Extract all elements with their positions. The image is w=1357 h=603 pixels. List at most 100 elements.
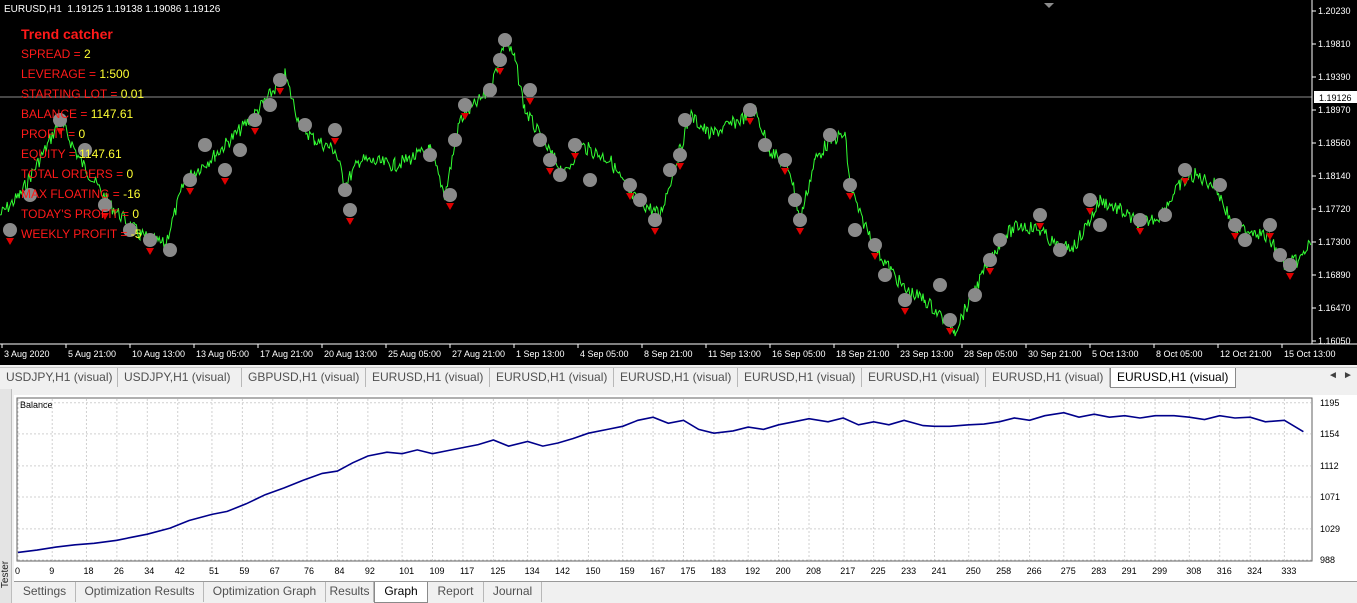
price-series-line <box>0 37 1312 337</box>
chart-tab[interactable]: USDJPY,H1 (visual) <box>118 368 242 387</box>
trade-marker-circle <box>793 213 807 227</box>
ea-info-value: 1147.61 <box>79 147 122 161</box>
ea-info-value: 0 <box>126 167 134 181</box>
trade-marker-circle <box>183 173 197 187</box>
trade-marker-circle <box>788 193 802 207</box>
tab-scroll-left-icon[interactable]: ◄ <box>1328 370 1338 381</box>
sell-arrow-icon <box>986 268 994 275</box>
trade-marker-circle <box>1133 213 1147 227</box>
graph-x-tick-label: 233 <box>901 566 916 576</box>
tester-tab-results[interactable]: Results <box>326 582 374 602</box>
tester-tab-graph[interactable]: Graph <box>374 582 428 603</box>
price-line <box>0 37 1312 337</box>
trade-marker-circle <box>678 113 692 127</box>
balance-graph[interactable]: Balance 988 1029 1071 1112 1154 1195 0 9 18 26 34… <box>14 395 1357 581</box>
ea-info-label: EQUITY = <box>21 147 80 161</box>
graph-x-tick-label: 9 <box>49 566 54 576</box>
trade-marker-circle <box>423 148 437 162</box>
shift-marker-icon[interactable] <box>1044 3 1054 8</box>
sell-arrow-icon <box>526 98 534 105</box>
ea-info-value: -5 <box>130 227 142 241</box>
trade-marker-circle <box>673 148 687 162</box>
trade-marker-circle <box>523 83 537 97</box>
chart-tab[interactable]: EURUSD,H1 (visual) <box>862 368 986 387</box>
tester-tab-report[interactable]: Report <box>428 582 484 602</box>
graph-x-axis: 0 9 18 26 34 42 51 59 67 76 84 92 101 109 117 125 134 142… <box>15 566 1296 576</box>
trade-marker-circle <box>163 243 177 257</box>
graph-y-tick-label: 1112 <box>1320 461 1339 471</box>
ea-info-label: TODAY'S PROFIT = <box>21 207 133 221</box>
sell-arrow-icon <box>346 218 354 225</box>
time-tick-label: 4 Sep 05:00 <box>580 349 629 359</box>
sell-arrow-icon <box>276 88 284 95</box>
ea-info-label: WEEKLY PROFIT = <box>21 227 131 241</box>
balance-line <box>17 411 1304 554</box>
sell-arrow-icon <box>1036 223 1044 230</box>
trade-marker-circle <box>1083 193 1097 207</box>
price-chart[interactable]: 1.20230 1.19810 1.19390 1.18970 1.18560 1.181… <box>0 0 1357 365</box>
time-tick-label: 5 Oct 13:00 <box>1092 349 1139 359</box>
trade-marker-circle <box>273 73 287 87</box>
chart-tab[interactable]: EURUSD,H1 (visual) <box>614 368 738 387</box>
chart-tab[interactable]: EURUSD,H1 (visual) <box>1110 368 1236 388</box>
ea-info-row: STARTING LOT = 0.01 <box>21 84 144 104</box>
trade-marker-circle <box>568 138 582 152</box>
tab-scroll-right-icon[interactable]: ► <box>1343 370 1353 381</box>
graph-x-tick-label: 183 <box>711 566 726 576</box>
tester-label-text: Tester <box>0 560 12 589</box>
trade-marker-circle <box>198 138 212 152</box>
sell-arrow-icon <box>901 308 909 315</box>
trade-marker-circle <box>78 143 92 157</box>
ea-info-value: 0 <box>78 127 86 141</box>
trade-marker-circle <box>98 198 112 212</box>
trade-marker-circle <box>298 118 312 132</box>
chart-tab[interactable]: EURUSD,H1 (visual) <box>490 368 614 387</box>
tester-tab-optimization-results[interactable]: Optimization Results <box>76 582 204 602</box>
chart-tab[interactable]: EURUSD,H1 (visual) <box>738 368 862 387</box>
graph-x-tick-label: 42 <box>175 566 185 576</box>
graph-x-tick-label: 225 <box>871 566 886 576</box>
trade-marker-circle <box>933 278 947 292</box>
graph-x-tick-label: 167 <box>650 566 665 576</box>
trade-marker-circle <box>898 293 912 307</box>
trade-marker-circle <box>263 98 277 112</box>
ea-info-label: PROFIT = <box>21 127 79 141</box>
sell-arrow-icon <box>781 168 789 175</box>
price-chart-canvas[interactable]: 1.20230 1.19810 1.19390 1.18970 1.18560 1.181… <box>0 0 1357 365</box>
ea-info-value: -16 <box>123 187 141 201</box>
ea-info-row: MAX FLOATING = -16 <box>21 184 144 204</box>
ea-info-label: STARTING LOT = <box>21 87 121 101</box>
price-tick-label: 1.16890 <box>1318 270 1351 280</box>
chart-tab[interactable]: GBPUSD,H1 (visual) <box>242 368 366 387</box>
chart-tab[interactable]: USDJPY,H1 (visual) <box>0 368 118 387</box>
trade-marker-circle <box>338 183 352 197</box>
graph-x-tick-label: 175 <box>681 566 696 576</box>
tester-tab-journal[interactable]: Journal <box>484 582 542 602</box>
graph-x-tick-label: 217 <box>840 566 855 576</box>
graph-x-tick-label: 275 <box>1061 566 1076 576</box>
chart-tab[interactable]: EURUSD,H1 (visual) <box>366 368 490 387</box>
tester-tab-settings[interactable]: Settings <box>14 582 76 602</box>
graph-x-tick-label: 258 <box>996 566 1011 576</box>
chart-tab[interactable]: EURUSD,H1 (visual) <box>986 368 1110 387</box>
sell-arrow-icon <box>946 328 954 335</box>
symbol-info: EURUSD,H1 1.19125 1.19138 1.19086 1.1912… <box>4 4 221 15</box>
graph-y-tick-label: 1071 <box>1320 492 1340 502</box>
balance-graph-canvas: Balance 988 1029 1071 1112 1154 1195 0 9 18 26 34… <box>15 397 1340 576</box>
tester-tab-optimization-graph[interactable]: Optimization Graph <box>204 582 326 602</box>
price-tick-label: 1.16050 <box>1318 336 1351 346</box>
trade-marker-circle <box>233 143 247 157</box>
trade-marker-circle <box>1273 248 1287 262</box>
graph-x-tick-label: 200 <box>776 566 791 576</box>
ea-info-row: TODAY'S PROFIT = 0 <box>21 204 144 224</box>
trade-marker-circle <box>1158 208 1172 222</box>
trade-marker-circle <box>123 223 137 237</box>
ea-info-label: SPREAD = <box>21 47 85 61</box>
tester-panel: Tester Balance 988 1029 1071 1112 1154 1195 0… <box>0 389 1357 603</box>
graph-x-tick-label: 109 <box>430 566 445 576</box>
price-tick-label: 1.20230 <box>1318 6 1351 16</box>
trade-marker-circle <box>848 223 862 237</box>
sell-arrow-icon <box>101 213 109 220</box>
graph-grid <box>17 399 1311 561</box>
time-tick-label: 16 Sep 05:00 <box>772 349 826 359</box>
